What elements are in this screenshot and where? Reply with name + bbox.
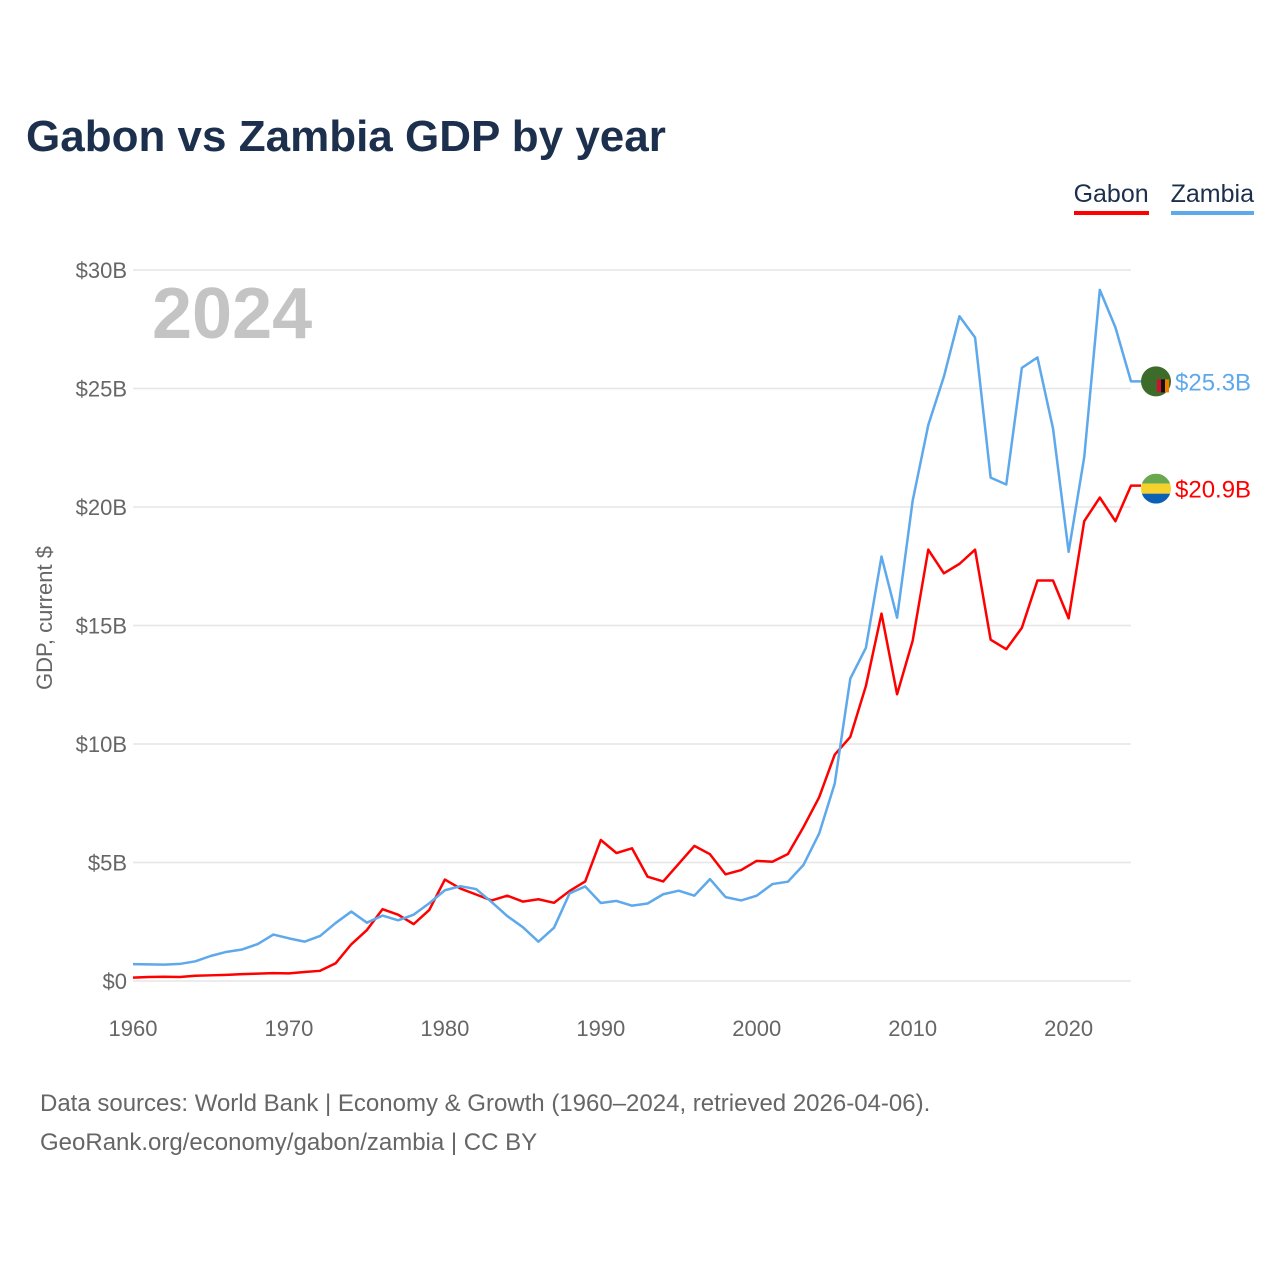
footer: Data sources: World Bank | Economy & Gro… bbox=[40, 1084, 930, 1162]
x-tick-label: 2010 bbox=[888, 1016, 937, 1041]
series-line-gabon bbox=[132, 484, 1141, 979]
legend-zambia[interactable]: Zambia bbox=[1170, 180, 1254, 215]
y-axis-label: GDP, current $ bbox=[32, 546, 57, 690]
y-tick-label: $30B bbox=[76, 258, 127, 283]
x-tick-label: 1960 bbox=[109, 1016, 158, 1041]
flag-gabon-icon bbox=[1141, 473, 1171, 504]
y-tick-label: $5B bbox=[88, 851, 127, 876]
legend: Gabon Zambia bbox=[1073, 180, 1254, 215]
y-tick-label: $25B bbox=[76, 377, 127, 402]
y-tick-label: $15B bbox=[76, 614, 127, 639]
year-label: 2024 bbox=[152, 274, 312, 354]
end-label-gabon: $20.9B bbox=[1175, 477, 1251, 504]
x-tick-label: 1990 bbox=[576, 1016, 625, 1041]
y-tick-label: $0 bbox=[103, 969, 127, 994]
chart-title: Gabon vs Zambia GDP by year bbox=[26, 112, 666, 161]
y-tick-label: $10B bbox=[76, 732, 127, 757]
source-text: Data sources: World Bank | Economy & Gro… bbox=[40, 1090, 931, 1117]
x-tick-label: 2020 bbox=[1044, 1016, 1093, 1041]
legend-gabon[interactable]: Gabon bbox=[1073, 180, 1149, 215]
series-line-zambia bbox=[132, 288, 1141, 966]
x-tick-label: 2000 bbox=[732, 1016, 781, 1041]
x-tick-label: 1980 bbox=[420, 1016, 469, 1041]
flag-zambia-icon bbox=[1141, 366, 1171, 397]
x-tick-label: 1970 bbox=[264, 1016, 313, 1041]
source-link[interactable]: GeoRank.org/economy/gabon/zambia | CC BY bbox=[40, 1129, 538, 1156]
y-tick-label: $20B bbox=[76, 495, 127, 520]
end-label-zambia: $25.3B bbox=[1175, 369, 1251, 396]
